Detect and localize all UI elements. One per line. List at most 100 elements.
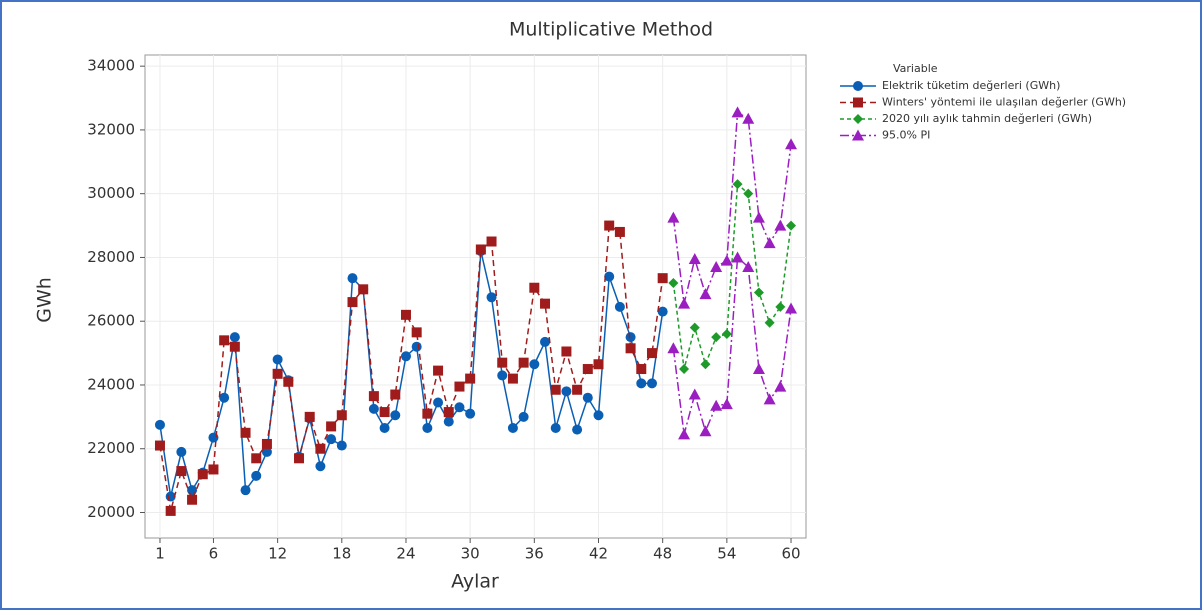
- data-point: [699, 425, 712, 437]
- data-point: [721, 328, 732, 339]
- data-point: [336, 440, 347, 451]
- data-point: [785, 138, 798, 150]
- data-point: [165, 505, 176, 516]
- data-point: [433, 397, 444, 408]
- legend-label: 95.0% PI: [882, 129, 930, 142]
- data-point: [240, 427, 251, 438]
- data-point: [507, 373, 518, 384]
- data-point: [752, 363, 765, 375]
- data-point: [347, 297, 358, 308]
- data-point: [625, 332, 636, 343]
- chart-title: Multiplicative Method: [509, 19, 713, 41]
- legend-marker: [853, 97, 863, 108]
- x-tick-label: 24: [396, 545, 415, 563]
- data-point: [753, 287, 764, 298]
- data-point: [497, 370, 508, 381]
- data-point: [465, 408, 476, 419]
- series-line: [159, 250, 664, 497]
- data-point: [219, 335, 230, 346]
- data-point: [582, 392, 593, 403]
- data-point: [582, 364, 593, 375]
- legend-label: Elektrik tüketim değerleri (GWh): [882, 79, 1060, 92]
- x-tick-label: 60: [781, 545, 800, 563]
- data-point: [379, 423, 390, 434]
- data-point: [785, 302, 798, 314]
- data-point: [154, 440, 165, 451]
- data-point: [486, 292, 497, 303]
- data-point: [668, 277, 679, 288]
- y-tick-label: 20000: [87, 503, 135, 521]
- data-point: [667, 211, 680, 223]
- y-tick-label: 34000: [87, 57, 135, 75]
- data-point: [614, 301, 625, 312]
- data-point: [422, 423, 433, 434]
- x-tick-label: 18: [332, 545, 351, 563]
- series-line: [672, 111, 792, 304]
- data-point: [720, 254, 733, 266]
- data-point: [251, 453, 262, 464]
- data-point: [475, 244, 486, 255]
- data-point: [507, 423, 518, 434]
- data-point: [315, 461, 326, 472]
- data-point: [764, 317, 775, 328]
- data-point: [219, 392, 230, 403]
- x-tick-label: 36: [525, 545, 544, 563]
- data-point: [711, 332, 722, 343]
- data-point: [176, 446, 187, 457]
- data-point: [679, 364, 690, 375]
- data-point: [678, 428, 691, 440]
- data-point: [326, 421, 337, 432]
- data-point: [187, 485, 198, 496]
- data-point: [604, 271, 615, 282]
- data-point: [593, 359, 604, 370]
- legend-marker: [853, 114, 863, 124]
- data-point: [347, 273, 358, 284]
- data-point: [261, 438, 272, 449]
- data-point: [636, 364, 647, 375]
- y-tick-label: 32000: [87, 120, 135, 138]
- data-point: [732, 179, 743, 190]
- data-point: [636, 378, 647, 389]
- x-tick-label: 54: [717, 545, 736, 563]
- data-point: [604, 220, 615, 231]
- data-point: [390, 410, 401, 421]
- data-point: [497, 357, 508, 368]
- data-point: [752, 211, 765, 223]
- data-point: [786, 220, 797, 231]
- data-point: [400, 309, 411, 320]
- data-point: [572, 424, 583, 435]
- legend-label: Winters' yöntemi ile ulaşılan değerler (…: [882, 96, 1126, 109]
- data-point: [187, 494, 198, 505]
- data-point: [240, 485, 251, 496]
- data-point: [742, 112, 755, 124]
- data-point: [699, 288, 712, 300]
- data-point: [743, 188, 754, 199]
- data-point: [411, 327, 422, 338]
- data-point: [518, 411, 529, 422]
- data-point: [731, 251, 744, 263]
- data-point: [774, 380, 787, 392]
- data-point: [763, 237, 776, 249]
- data-point: [540, 336, 551, 347]
- data-point: [443, 416, 454, 427]
- data-point: [368, 391, 379, 402]
- data-point: [657, 306, 668, 317]
- data-point: [518, 357, 529, 368]
- data-point: [197, 469, 208, 480]
- x-tick-label: 42: [589, 545, 608, 563]
- data-point: [710, 399, 723, 411]
- data-point: [336, 410, 347, 421]
- legend-marker: [852, 129, 864, 141]
- data-point: [774, 219, 787, 231]
- x-tick-label: 30: [461, 545, 480, 563]
- data-point: [625, 343, 636, 354]
- legend-label: 2020 yılı aylık tahmin değerleri (GWh): [882, 112, 1092, 125]
- y-tick-label: 24000: [87, 375, 135, 393]
- y-tick-label: 22000: [87, 439, 135, 457]
- data-point: [229, 341, 240, 352]
- x-tick-label: 1: [155, 545, 165, 563]
- data-point: [742, 261, 755, 273]
- data-point: [176, 466, 187, 477]
- data-point: [486, 236, 497, 247]
- data-point: [422, 408, 433, 419]
